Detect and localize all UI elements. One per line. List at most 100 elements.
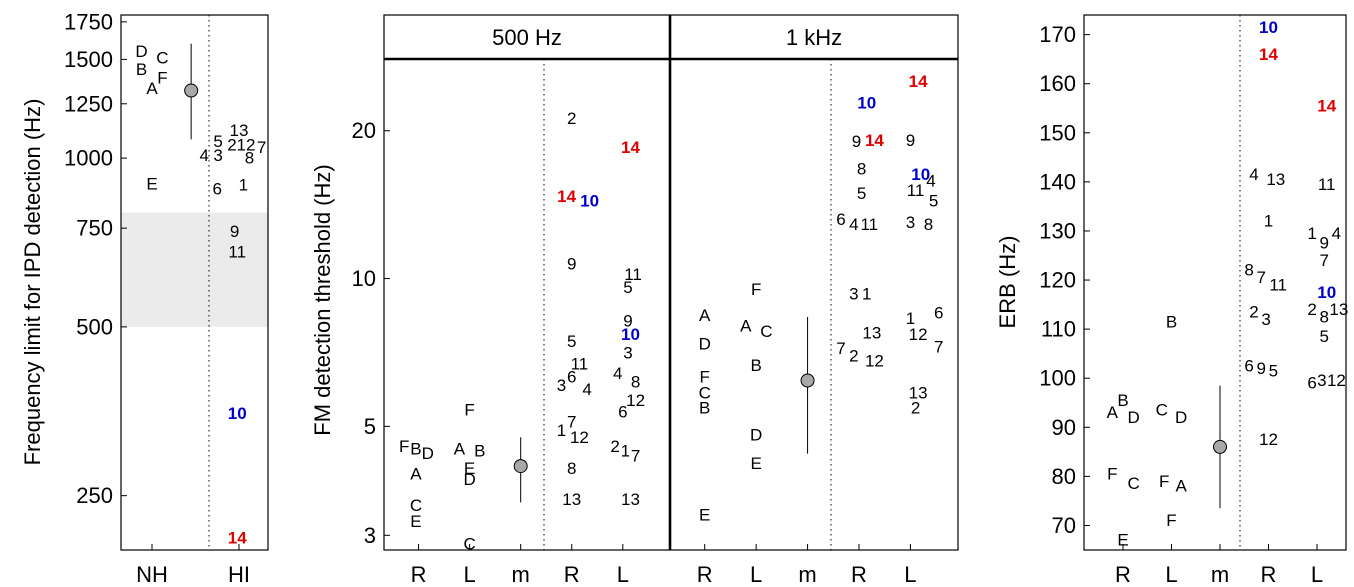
y-tick-label: 110 <box>1041 317 1076 342</box>
data-point-8: 8 <box>1244 261 1253 280</box>
data-point-B: B <box>1117 391 1128 410</box>
y-tick-label: 3 <box>364 523 376 548</box>
data-point-3: 3 <box>1261 310 1270 329</box>
data-point-14: 14 <box>228 529 247 548</box>
x-category-label: m <box>1211 562 1229 587</box>
data-point-5: 5 <box>1269 361 1278 380</box>
data-point-F: F <box>157 68 167 87</box>
data-point-8: 8 <box>1320 307 1329 326</box>
x-category-label: m <box>512 562 530 587</box>
x-category-label: R <box>411 562 427 587</box>
data-point-F: F <box>1159 472 1169 491</box>
data-point-B: B <box>136 60 147 79</box>
data-point-10: 10 <box>1259 18 1278 37</box>
data-point-6: 6 <box>836 210 845 229</box>
data-point-14: 14 <box>865 131 884 150</box>
data-point-2: 2 <box>1307 300 1316 319</box>
data-point-10: 10 <box>1317 283 1336 302</box>
y-tick-label: 80 <box>1052 464 1076 489</box>
data-point-4: 4 <box>926 172 935 191</box>
data-point-13: 13 <box>1266 170 1285 189</box>
data-point-F: F <box>464 400 474 419</box>
data-point-3: 3 <box>213 146 222 165</box>
data-point-5: 5 <box>213 132 222 151</box>
data-point-C: C <box>1156 401 1168 420</box>
y-tick-label: 1250 <box>64 91 113 116</box>
data-point-7: 7 <box>257 138 266 157</box>
data-point-8: 8 <box>631 373 640 392</box>
data-point-12: 12 <box>570 428 589 447</box>
y-axis-label: FM detection threshold (Hz) <box>310 164 335 435</box>
data-point-11: 11 <box>907 181 925 200</box>
panel-title: 1 kHz <box>786 25 842 50</box>
data-point-11: 11 <box>1269 275 1287 294</box>
data-point-D: D <box>1128 408 1140 427</box>
data-point-4: 4 <box>849 215 858 234</box>
mean-marker <box>184 83 199 98</box>
data-point-14: 14 <box>909 72 928 91</box>
x-category-label: L <box>1165 562 1177 587</box>
data-point-6: 6 <box>567 368 576 387</box>
data-point-1: 1 <box>621 442 630 461</box>
data-point-14: 14 <box>621 138 640 157</box>
x-category-label: L <box>617 562 629 587</box>
data-point-D: D <box>750 426 762 445</box>
data-point-A: A <box>1176 477 1188 496</box>
data-point-12: 12 <box>865 351 884 370</box>
y-tick-label: 10 <box>352 266 376 291</box>
data-point-E: E <box>146 174 157 193</box>
data-point-7: 7 <box>1320 251 1329 270</box>
data-point-11: 11 <box>860 215 878 234</box>
data-point-D: D <box>422 444 434 463</box>
data-point-13: 13 <box>230 121 249 140</box>
x-category-label: R <box>1261 562 1277 587</box>
data-point-1: 1 <box>1264 212 1273 231</box>
data-point-8: 8 <box>245 149 254 168</box>
data-point-2: 2 <box>849 347 858 366</box>
panel-ipd-limit: 250 500 750 1000 1250 1500 1750 D CB FA E 13 5 2 12 7 4 3… <box>20 9 269 587</box>
x-category-label: L <box>1311 562 1323 587</box>
data-point-6: 6 <box>1244 356 1253 375</box>
data-point-14: 14 <box>557 187 576 206</box>
data-point-7: 7 <box>567 413 576 432</box>
data-point-2: 2 <box>567 109 576 128</box>
data-point-9: 9 <box>230 222 239 241</box>
data-point-6: 6 <box>618 402 627 421</box>
mean-marker <box>800 373 815 388</box>
y-tick-label: 100 <box>1039 366 1076 391</box>
data-point-4: 4 <box>1332 224 1341 243</box>
data-point-4: 4 <box>1249 165 1258 184</box>
data-point-4: 4 <box>199 146 208 165</box>
y-tick-label: 5 <box>364 414 376 439</box>
data-point-2: 2 <box>227 136 236 155</box>
data-point-A: A <box>410 464 422 483</box>
data-point-12: 12 <box>626 391 645 410</box>
data-point-14: 14 <box>1317 96 1336 115</box>
data-point-10: 10 <box>857 93 876 112</box>
data-point-2: 2 <box>1249 302 1258 321</box>
data-point-10: 10 <box>911 165 930 184</box>
x-category-label: R <box>697 562 713 587</box>
x-category-label: m <box>798 562 816 587</box>
y-tick-label: 1000 <box>64 146 113 171</box>
data-point-D: D <box>463 470 475 489</box>
data-point-10: 10 <box>228 404 247 423</box>
data-point-9: 9 <box>623 311 632 330</box>
data-point-1: 1 <box>557 421 566 440</box>
data-point-12: 12 <box>236 136 255 155</box>
data-point-E: E <box>750 454 761 473</box>
data-point-B: B <box>1166 312 1177 331</box>
data-point-14: 14 <box>1259 45 1278 64</box>
data-point-F: F <box>399 437 409 456</box>
data-point-11: 11 <box>624 265 642 284</box>
data-point-12: 12 <box>1327 371 1346 390</box>
data-point-A: A <box>740 317 752 336</box>
x-category-label: R <box>851 562 867 587</box>
data-point-3: 3 <box>906 213 915 232</box>
x-category-label: L <box>750 562 762 587</box>
y-tick-label: 70 <box>1052 513 1076 538</box>
y-axis-label: ERB (Hz) <box>995 236 1020 329</box>
